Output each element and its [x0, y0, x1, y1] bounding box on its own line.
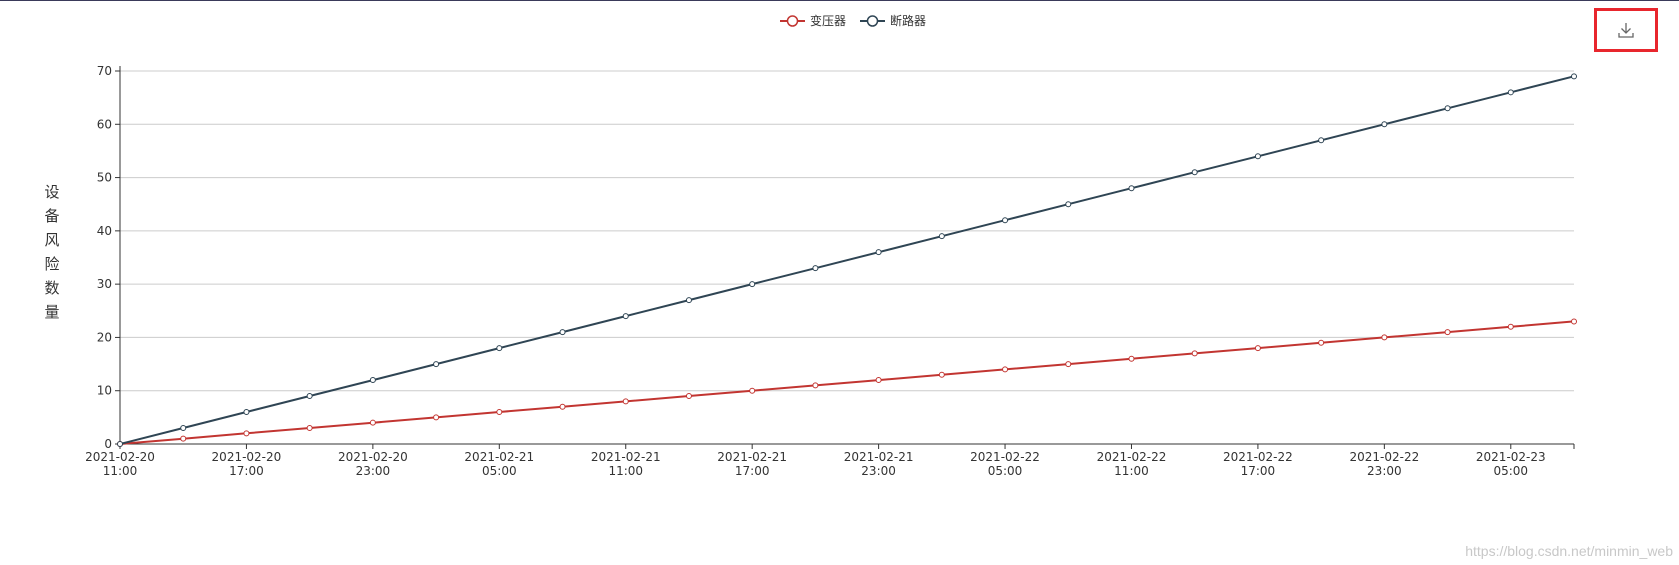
- data-point[interactable]: [1065, 361, 1072, 368]
- data-point[interactable]: [685, 297, 692, 304]
- data-point[interactable]: [749, 281, 756, 288]
- data-point[interactable]: [1065, 201, 1072, 208]
- grid-lines: [120, 70, 1574, 392]
- data-point[interactable]: [1128, 185, 1135, 192]
- x-tick-label: 2021-02-23 05:00: [1476, 450, 1546, 478]
- y-tick-labels: 0 10 20 30 40 50 60 70: [97, 64, 112, 451]
- data-point[interactable]: [1002, 217, 1009, 224]
- data-point[interactable]: [559, 329, 566, 336]
- data-point[interactable]: [1318, 339, 1325, 346]
- data-point[interactable]: [938, 371, 945, 378]
- data-point[interactable]: [1318, 137, 1325, 144]
- data-point[interactable]: [1507, 323, 1514, 330]
- legend-item-transformer[interactable]: 变压器: [780, 12, 846, 29]
- data-point[interactable]: [875, 377, 882, 384]
- legend-label-breaker: 断路器: [890, 14, 927, 28]
- x-tick-label: 2021-02-20 23:00: [338, 450, 408, 478]
- data-point[interactable]: [938, 233, 945, 240]
- data-point[interactable]: [180, 425, 187, 432]
- x-tick-label: 2021-02-22 17:00: [1223, 450, 1293, 478]
- x-tick-label: 2021-02-22 23:00: [1349, 450, 1419, 478]
- data-point[interactable]: [1507, 89, 1514, 96]
- x-tick-label: 2021-02-21 11:00: [591, 450, 661, 478]
- x-tick-labels: 2021-02-20 11:00 2021-02-20 17:00 2021-02-20…: [85, 450, 1546, 478]
- y-tick-label: 10: [97, 384, 112, 398]
- y-tick-label: 70: [97, 64, 112, 78]
- y-tick-label: 40: [97, 224, 112, 238]
- legend: 变压器 断路器: [780, 12, 926, 29]
- data-point[interactable]: [1381, 334, 1388, 341]
- data-point[interactable]: [1444, 329, 1451, 336]
- series-line-0: [119, 320, 1575, 445]
- data-point[interactable]: [1571, 318, 1577, 325]
- x-tick-label: 2021-02-21 05:00: [464, 450, 534, 478]
- data-point[interactable]: [496, 345, 503, 352]
- data-point[interactable]: [812, 265, 819, 272]
- data-point[interactable]: [433, 414, 440, 421]
- data-point[interactable]: [622, 398, 629, 405]
- x-tick-label: 2021-02-20 11:00: [85, 450, 155, 478]
- data-point[interactable]: [1191, 350, 1198, 357]
- data-point[interactable]: [117, 441, 123, 447]
- y-tick-label: 30: [97, 277, 112, 291]
- data-point[interactable]: [243, 430, 250, 437]
- data-point[interactable]: [306, 425, 313, 432]
- axes: [115, 66, 1575, 449]
- y-axis-title: 设备风险数量: [44, 183, 60, 321]
- data-point[interactable]: [1381, 121, 1388, 128]
- y-tick-label: 0: [104, 437, 112, 451]
- data-point[interactable]: [369, 377, 376, 384]
- data-point[interactable]: [1444, 105, 1451, 112]
- data-point[interactable]: [1191, 169, 1198, 176]
- y-tick-label: 20: [97, 330, 112, 344]
- data-point[interactable]: [1002, 366, 1009, 373]
- y-tick-label: 60: [97, 117, 112, 131]
- top-border: [0, 0, 1679, 1]
- download-button[interactable]: [1594, 8, 1658, 52]
- data-point[interactable]: [812, 382, 819, 389]
- legend-item-breaker[interactable]: 断路器: [860, 12, 926, 29]
- legend-label-transformer: 变压器: [810, 14, 847, 28]
- data-point[interactable]: [1571, 73, 1577, 80]
- data-point[interactable]: [496, 409, 503, 416]
- legend-marker-transformer: [780, 14, 805, 27]
- x-tick-label: 2021-02-22 11:00: [1097, 450, 1167, 478]
- download-icon: [1618, 23, 1634, 38]
- data-point[interactable]: [622, 313, 629, 320]
- data-point[interactable]: [243, 409, 250, 416]
- watermark: https://blog.csdn.net/minmin_web: [1465, 543, 1673, 559]
- legend-marker-breaker: [860, 14, 886, 27]
- x-tick-label: 2021-02-20 17:00: [212, 450, 282, 478]
- data-point[interactable]: [180, 435, 187, 442]
- data-point[interactable]: [369, 419, 376, 426]
- data-point[interactable]: [875, 249, 882, 256]
- y-tick-label: 50: [97, 171, 112, 185]
- data-point[interactable]: [433, 361, 440, 368]
- data-point[interactable]: [559, 403, 566, 410]
- data-point[interactable]: [1254, 153, 1261, 160]
- series-group: [117, 73, 1577, 447]
- x-tick-label: 2021-02-21 23:00: [844, 450, 914, 478]
- x-tick-label: 2021-02-22 05:00: [970, 450, 1040, 478]
- data-point[interactable]: [1254, 345, 1261, 352]
- data-point[interactable]: [306, 393, 313, 400]
- data-point[interactable]: [1128, 355, 1135, 362]
- data-point[interactable]: [685, 393, 692, 400]
- x-tick-label: 2021-02-21 17:00: [717, 450, 787, 478]
- data-point[interactable]: [749, 387, 756, 394]
- series-line-1: [119, 75, 1575, 445]
